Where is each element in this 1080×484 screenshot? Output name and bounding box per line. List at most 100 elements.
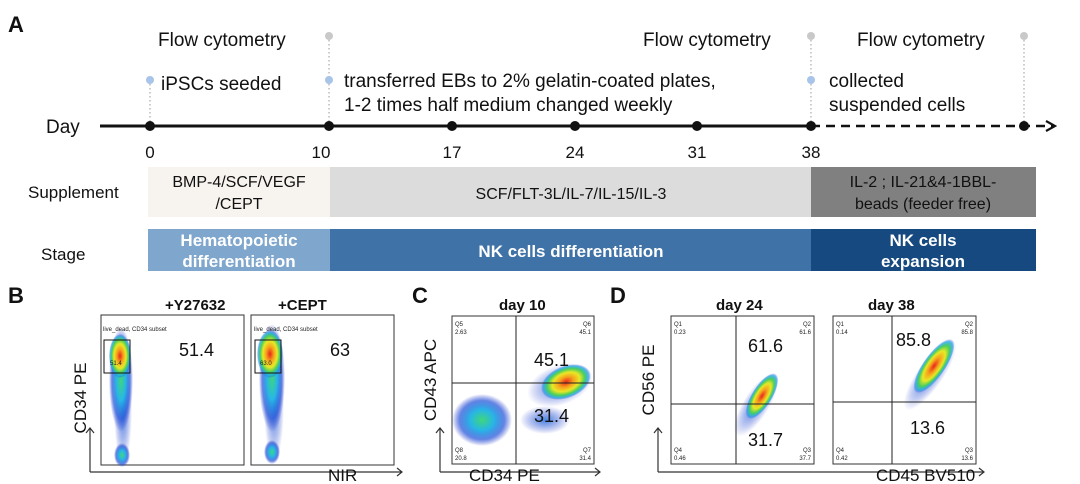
panel-d-plot1-title: day 24 xyxy=(716,297,763,314)
panel-d-y-axis-label: CD56 PE xyxy=(639,345,658,416)
panel-d-plot2-q3-value: 13.6 xyxy=(961,456,973,462)
panel-d-plot1-upper-right-value: 61.6 xyxy=(748,336,783,356)
tick-day-0: 0 xyxy=(145,143,154,162)
supplement-box-3 xyxy=(811,167,1036,217)
stage-box-1-line-1: Hematopoietic xyxy=(180,231,297,250)
panel-d-plot2-q4-value: 0.42 xyxy=(836,456,848,462)
stage-box-3-line-2: expansion xyxy=(881,252,965,271)
panel-d-plot1-q4: Q4 xyxy=(674,448,683,454)
panel-b-plot2-density xyxy=(257,324,285,464)
marker-collected xyxy=(807,76,815,84)
panel-d-plot1-q2-value: 61.6 xyxy=(799,330,811,336)
panel-b-plot2-value: 63 xyxy=(330,340,350,360)
supplement-row-label: Supplement xyxy=(28,183,119,202)
panel-d-label: D xyxy=(610,283,626,308)
stage-box-nk-expansion xyxy=(811,229,1036,271)
supplement-box-3-line-2: beads (feeder free) xyxy=(855,196,991,213)
panel-d-x-axis-label: CD45 BV510 xyxy=(876,466,975,484)
panel-d-plot2-q3: Q3 xyxy=(965,448,974,454)
annotation-flow-cytometry-2: Flow cytometry xyxy=(643,30,771,51)
panel-b-plot2-gate-value: 63.0 xyxy=(260,361,272,367)
panel-b-label: B xyxy=(8,283,24,308)
panel-d-plot1-q4-value: 0.46 xyxy=(674,456,686,462)
panel-d-plot2-q1-value: 0.14 xyxy=(836,330,848,336)
panel-b-plot2-gate-label: live_dead, CD34 subset xyxy=(254,327,318,333)
panel-b-plot1-density xyxy=(109,328,133,467)
marker-ipsc-seeded xyxy=(146,76,154,84)
panel-d-plot2-q2: Q2 xyxy=(965,322,974,328)
panel-c-q7: Q7 xyxy=(583,448,592,454)
panel-c-q8-value: 20.8 xyxy=(455,456,467,462)
panel-d-plot2-q1: Q1 xyxy=(836,322,845,328)
tick-day-10: 10 xyxy=(312,143,331,162)
panel-a-label: A xyxy=(8,12,24,37)
supplement-box-1 xyxy=(148,167,330,217)
supplement-box-2-text: SCF/FLT-3L/IL-7/IL-15/IL-3 xyxy=(476,186,667,203)
panel-d-y-arrow xyxy=(653,427,663,472)
panel-d-x-arrow xyxy=(658,467,985,477)
panel-d-plot1-density xyxy=(733,373,779,437)
annotation-collected: collected xyxy=(829,71,904,92)
stage-box-1-line-2: differentiation xyxy=(182,252,295,271)
panel-c-label: C xyxy=(412,283,428,308)
panel-b-plot1-value: 51.4 xyxy=(179,340,214,360)
panel-d-plot1-q3-value: 37.7 xyxy=(799,456,811,462)
panel-b-plot2-title: +CEPT xyxy=(278,297,327,314)
panel-c-y-axis-label: CD43 APC xyxy=(421,339,440,421)
panel-c-q5-value: 2.63 xyxy=(455,330,467,336)
panel-d-plot1-frame xyxy=(670,315,815,465)
panel-b-x-arrow xyxy=(90,467,403,477)
supplement-box-1-line-1: BMP-4/SCF/VEGF xyxy=(172,174,306,191)
panel-d-plot2-title: day 38 xyxy=(868,297,915,314)
panel-d-plot1-q3: Q3 xyxy=(803,448,812,454)
panel-d-plot1-q1-value: 0.23 xyxy=(674,330,686,336)
timeline-day-label: Day xyxy=(46,117,80,138)
marker-flow-day38 xyxy=(807,32,815,40)
panel-d-plot2-upper-right-value: 85.8 xyxy=(896,330,931,350)
annotation-flow-cytometry-3: Flow cytometry xyxy=(857,30,985,51)
panel-d-plot2-q2-value: 85.8 xyxy=(961,330,973,336)
panel-c-q7-value: 31.4 xyxy=(579,456,591,462)
panel-c-title: day 10 xyxy=(499,297,546,314)
panel-d-plot1-q1: Q1 xyxy=(674,322,683,328)
panel-b-plot1-title: +Y27632 xyxy=(165,297,225,314)
tick-day-24: 24 xyxy=(566,143,585,162)
panel-c-q6-value: 45.1 xyxy=(579,330,591,336)
panel-b-plot2-gate xyxy=(254,339,282,374)
stage-box-3-line-1: NK cells xyxy=(889,231,956,250)
marker-transfer-ebs xyxy=(325,76,333,84)
stage-box-hematopoietic xyxy=(148,229,330,271)
panel-d-plot1-lower-right-value: 31.7 xyxy=(748,430,783,450)
marker-flow-end xyxy=(1020,32,1028,40)
panel-b-plot1-gate-label: live_dead, CD34 subset xyxy=(103,327,167,333)
annotation-ipscs-seeded: iPSCs seeded xyxy=(161,74,281,95)
panel-d-plot2-q4: Q4 xyxy=(836,448,845,454)
panel-c-q6: Q6 xyxy=(583,322,592,328)
annotation-suspended-cells: suspended cells xyxy=(829,95,965,116)
marker-flow-day10 xyxy=(325,32,333,40)
stage-box-nk-differentiation xyxy=(330,229,811,271)
supplement-box-1-line-2: /CEPT xyxy=(215,196,262,213)
stage-box-2-text: NK cells differentiation xyxy=(478,242,663,261)
supplement-box-2 xyxy=(330,167,811,217)
panel-c-y-arrow xyxy=(435,427,445,472)
panel-c-q5: Q5 xyxy=(455,322,464,328)
panel-b-y-axis-label: CD34 PE xyxy=(71,363,90,434)
panel-c-lower-right-value: 31.4 xyxy=(534,406,569,426)
panel-b-y-arrow xyxy=(85,427,95,472)
supplement-box-3-line-1: IL-2 ; IL-21&4-1BBL- xyxy=(850,174,997,191)
panel-b-plot1-gate xyxy=(103,339,131,374)
annotation-transferred-ebs: transferred EBs to 2% gelatin-coated pla… xyxy=(344,71,716,92)
annotation-flow-cytometry-1: Flow cytometry xyxy=(158,30,286,51)
panel-c-x-arrow xyxy=(440,467,601,477)
tick-day-31: 31 xyxy=(688,143,707,162)
tick-day-38: 38 xyxy=(802,143,821,162)
panel-d-plot2-density xyxy=(903,339,957,411)
timeline-dots xyxy=(145,121,1029,131)
panel-c-density xyxy=(452,362,593,446)
panel-d-plot2-lower-right-value: 13.6 xyxy=(910,418,945,438)
panel-b-plot1-gate-value: 51.4 xyxy=(110,361,122,367)
panel-b-x-axis-label: NIR xyxy=(328,466,357,484)
panel-c-upper-right-value: 45.1 xyxy=(534,350,569,370)
